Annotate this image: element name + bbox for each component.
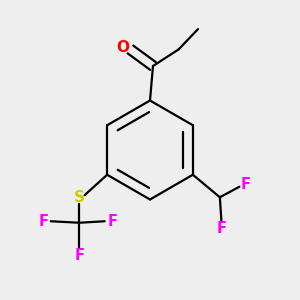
- Text: F: F: [216, 221, 226, 236]
- Text: F: F: [107, 214, 117, 229]
- Text: O: O: [116, 40, 130, 56]
- Text: F: F: [74, 248, 84, 263]
- Text: S: S: [74, 190, 85, 205]
- Text: F: F: [241, 177, 251, 192]
- Text: F: F: [38, 214, 48, 229]
